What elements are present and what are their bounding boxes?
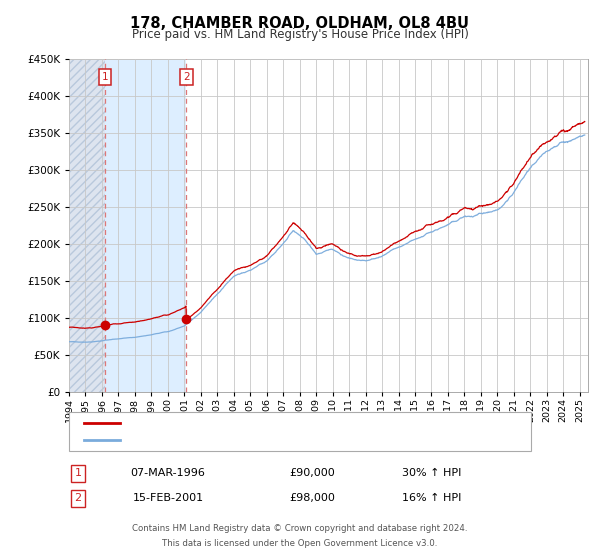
Text: HPI: Average price, detached house, Oldham: HPI: Average price, detached house, Oldh… (126, 435, 360, 445)
Text: 30% ↑ HPI: 30% ↑ HPI (403, 468, 461, 478)
Text: 1: 1 (74, 468, 82, 478)
Text: £98,000: £98,000 (289, 493, 335, 503)
Text: 2: 2 (74, 493, 82, 503)
Text: This data is licensed under the Open Government Licence v3.0.: This data is licensed under the Open Gov… (163, 539, 437, 548)
Text: 2: 2 (183, 72, 190, 82)
Bar (105, 59, 187, 392)
Text: 07-MAR-1996: 07-MAR-1996 (131, 468, 205, 478)
Text: Contains HM Land Registry data © Crown copyright and database right 2024.: Contains HM Land Registry data © Crown c… (132, 524, 468, 533)
Text: 178, CHAMBER ROAD, OLDHAM, OL8 4BU (detached house): 178, CHAMBER ROAD, OLDHAM, OL8 4BU (deta… (126, 418, 437, 428)
Text: 15-FEB-2001: 15-FEB-2001 (133, 493, 203, 503)
Text: £90,000: £90,000 (289, 468, 335, 478)
Bar (69, 59, 105, 392)
Text: Price paid vs. HM Land Registry's House Price Index (HPI): Price paid vs. HM Land Registry's House … (131, 28, 469, 41)
Text: 1: 1 (101, 72, 108, 82)
Text: 178, CHAMBER ROAD, OLDHAM, OL8 4BU: 178, CHAMBER ROAD, OLDHAM, OL8 4BU (131, 16, 470, 31)
Text: 16% ↑ HPI: 16% ↑ HPI (403, 493, 461, 503)
